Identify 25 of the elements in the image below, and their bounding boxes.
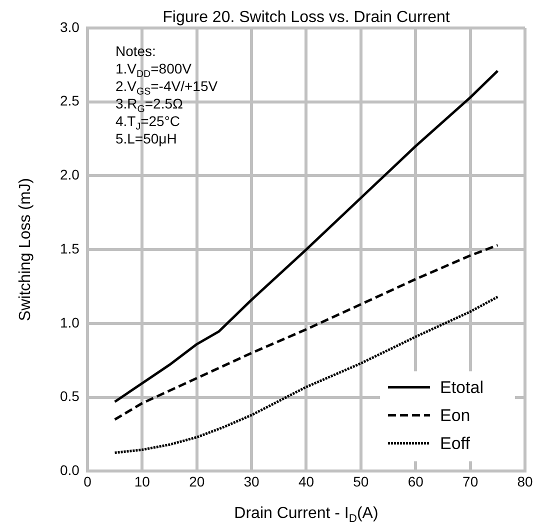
annotation: 5.L=50μH <box>115 130 177 146</box>
y-tick-label: 3.0 <box>60 18 80 35</box>
legend-label: Etotal <box>440 378 484 398</box>
x-tick-label: 40 <box>298 473 314 490</box>
y-axis-title: Switching Loss (mJ) <box>17 178 34 322</box>
x-tick-label: 60 <box>408 473 424 490</box>
y-tick-label: 0.5 <box>60 388 80 404</box>
x-tick-label: 0 <box>84 473 92 490</box>
y-tick-label: 0.0 <box>60 462 80 478</box>
legend-label: Eoff <box>440 434 470 454</box>
y-tick-label: 1.5 <box>60 240 80 256</box>
x-tick-label: 50 <box>353 473 369 490</box>
x-tick-label: 10 <box>134 473 150 490</box>
chart-title: Figure 20. Switch Loss vs. Drain Current <box>162 9 450 26</box>
y-tick-label: 2.0 <box>60 166 80 183</box>
x-tick-label: 30 <box>244 473 260 490</box>
y-tick-label: 1.0 <box>60 314 80 330</box>
y-tick-label: 2.5 <box>60 92 80 109</box>
annotation: Notes: <box>115 43 156 59</box>
x-tick-label: 80 <box>517 473 533 490</box>
x-tick-label: 20 <box>189 473 205 490</box>
line-series <box>114 296 499 454</box>
legend-label: Eon <box>440 406 470 426</box>
line-series <box>114 244 499 421</box>
x-tick-label: 70 <box>462 473 478 490</box>
